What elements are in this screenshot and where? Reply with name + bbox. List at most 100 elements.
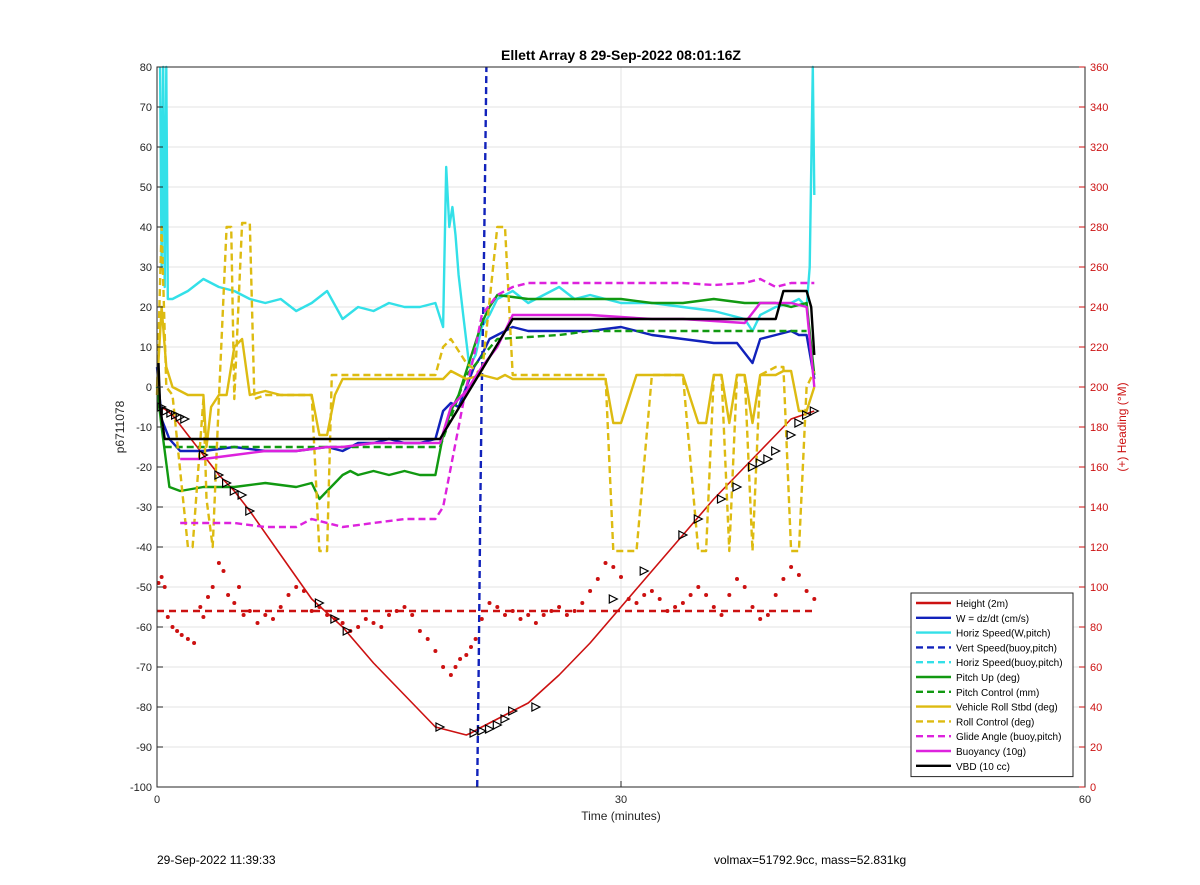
heading-dot-1 (159, 575, 164, 579)
height-marker-11 (245, 506, 256, 516)
y-tick-label-11: 10 (140, 342, 152, 354)
x-tick-label-0: 0 (154, 794, 160, 806)
series-layer (155, 65, 816, 788)
heading-dot-47 (458, 657, 463, 661)
heading-dot-59 (541, 613, 546, 617)
series-line-3 (476, 66, 488, 788)
height-marker-15 (435, 722, 446, 732)
y-right-tick-label-0: 0 (1090, 782, 1096, 794)
legend-label-2: Horiz Speed(W,pitch) (956, 629, 1050, 640)
heading-dot-51 (479, 617, 484, 621)
height-marker-30 (755, 458, 766, 468)
heading-dot-3 (165, 615, 170, 619)
heading-dot-6 (179, 633, 184, 637)
heading-dot-17 (237, 585, 241, 589)
heading-dot-64 (580, 601, 585, 605)
heading-dot-52 (487, 601, 492, 605)
heading-dot-35 (371, 621, 376, 625)
heading-dot-67 (603, 561, 608, 565)
heading-dot-20 (255, 621, 260, 625)
heading-dot-29 (325, 613, 330, 617)
heading-dot-81 (711, 605, 716, 609)
heading-dot-21 (263, 613, 268, 617)
heading-dot-70 (626, 597, 631, 601)
series-line-0 (156, 406, 815, 736)
heading-dot-10 (201, 615, 206, 619)
heading-dot-69 (619, 575, 623, 579)
chart-title: Ellett Array 8 29-Sep-2022 08:01:16Z (501, 47, 741, 63)
heading-dot-90 (781, 577, 786, 581)
right-y-axis-label: (+) Heading (°M) (1115, 382, 1129, 471)
heading-dot-25 (294, 585, 299, 589)
heading-dot-39 (402, 605, 407, 609)
heading-dot-4 (170, 625, 175, 629)
heading-dot-9 (198, 605, 203, 609)
heading-dot-91 (789, 565, 794, 569)
legend-label-8: Roll Control (deg) (956, 717, 1034, 728)
height-marker-29 (747, 462, 758, 472)
heading-dot-46 (453, 665, 458, 669)
heading-dot-65 (588, 589, 593, 593)
heading-dot-66 (595, 577, 600, 581)
heading-dot-72 (642, 593, 647, 597)
series-line-10 (157, 289, 816, 441)
height-marker-35 (801, 410, 812, 420)
heading-dot-61 (557, 605, 562, 609)
heading-dot-44 (441, 665, 446, 669)
heading-dot-71 (634, 601, 639, 605)
y-right-tick-label-17: 340 (1090, 102, 1108, 114)
height-marker-17 (477, 726, 488, 736)
heading-dot-57 (526, 613, 531, 617)
legend-label-9: Glide Angle (buoy,pitch) (956, 732, 1061, 743)
heading-dot-84 (735, 577, 739, 581)
height-marker-13 (330, 614, 341, 624)
y-tick-label-6: -40 (136, 542, 152, 554)
heading-dot-88 (765, 613, 770, 617)
series-line-6 (155, 305, 816, 449)
height-marker-23 (608, 594, 619, 604)
heading-dot-2 (162, 585, 167, 589)
y-right-tick-label-8: 160 (1090, 462, 1108, 474)
heading-dot-38 (394, 609, 399, 613)
y-right-tick-label-18: 360 (1090, 62, 1108, 74)
series-line-9 (180, 301, 816, 461)
height-marker-7 (214, 470, 225, 480)
heading-dot-8 (192, 641, 197, 645)
heading-dot-63 (572, 609, 577, 613)
height-marker-20 (500, 714, 511, 724)
heading-dot-80 (704, 593, 709, 597)
y-tick-label-14: 40 (140, 222, 152, 234)
height-marker-10 (237, 490, 248, 500)
heading-dot-86 (750, 605, 755, 609)
heading-dot-73 (649, 589, 654, 593)
legend-label-10: Buoyancy (10g) (956, 747, 1026, 758)
heading-dot-26 (301, 589, 306, 593)
legend-label-0: Height (2m) (956, 599, 1008, 610)
heading-dot-93 (804, 589, 809, 593)
tick-layer: 0 30 60-100-90-80-70-60-50-40-30-20-100102… (130, 62, 1108, 806)
heading-dot-75 (665, 609, 670, 613)
heading-dot-16 (232, 601, 237, 605)
heading-dot-78 (688, 593, 693, 597)
series-line-4 (155, 293, 816, 501)
heading-dot-54 (503, 613, 507, 617)
y-right-tick-label-12: 240 (1090, 302, 1108, 314)
heading-dot-53 (495, 605, 500, 609)
heading-dot-5 (175, 629, 180, 633)
height-marker-19 (492, 720, 503, 730)
height-marker-33 (786, 430, 797, 440)
footer-volmax-mass: volmax=51792.9cc, mass=52.831kg (714, 853, 907, 867)
height-marker-5 (180, 414, 191, 424)
y-tick-label-8: -20 (136, 462, 152, 474)
heading-dot-13 (216, 561, 221, 565)
y-tick-label-7: -30 (136, 502, 152, 514)
heading-dot-85 (742, 585, 747, 589)
heading-dot-40 (410, 613, 415, 617)
y-tick-label-16: 60 (140, 142, 152, 154)
x-axis-label: Time (minutes) (581, 809, 661, 823)
footer-timestamp: 29-Sep-2022 11:39:33 (157, 853, 276, 867)
heading-dot-56 (518, 617, 523, 621)
height-marker-12 (314, 598, 325, 608)
legend: Height (2m) W = dz/dt (cm/s) Horiz Speed(W… (910, 592, 1074, 778)
y-right-tick-label-3: 60 (1090, 662, 1102, 674)
